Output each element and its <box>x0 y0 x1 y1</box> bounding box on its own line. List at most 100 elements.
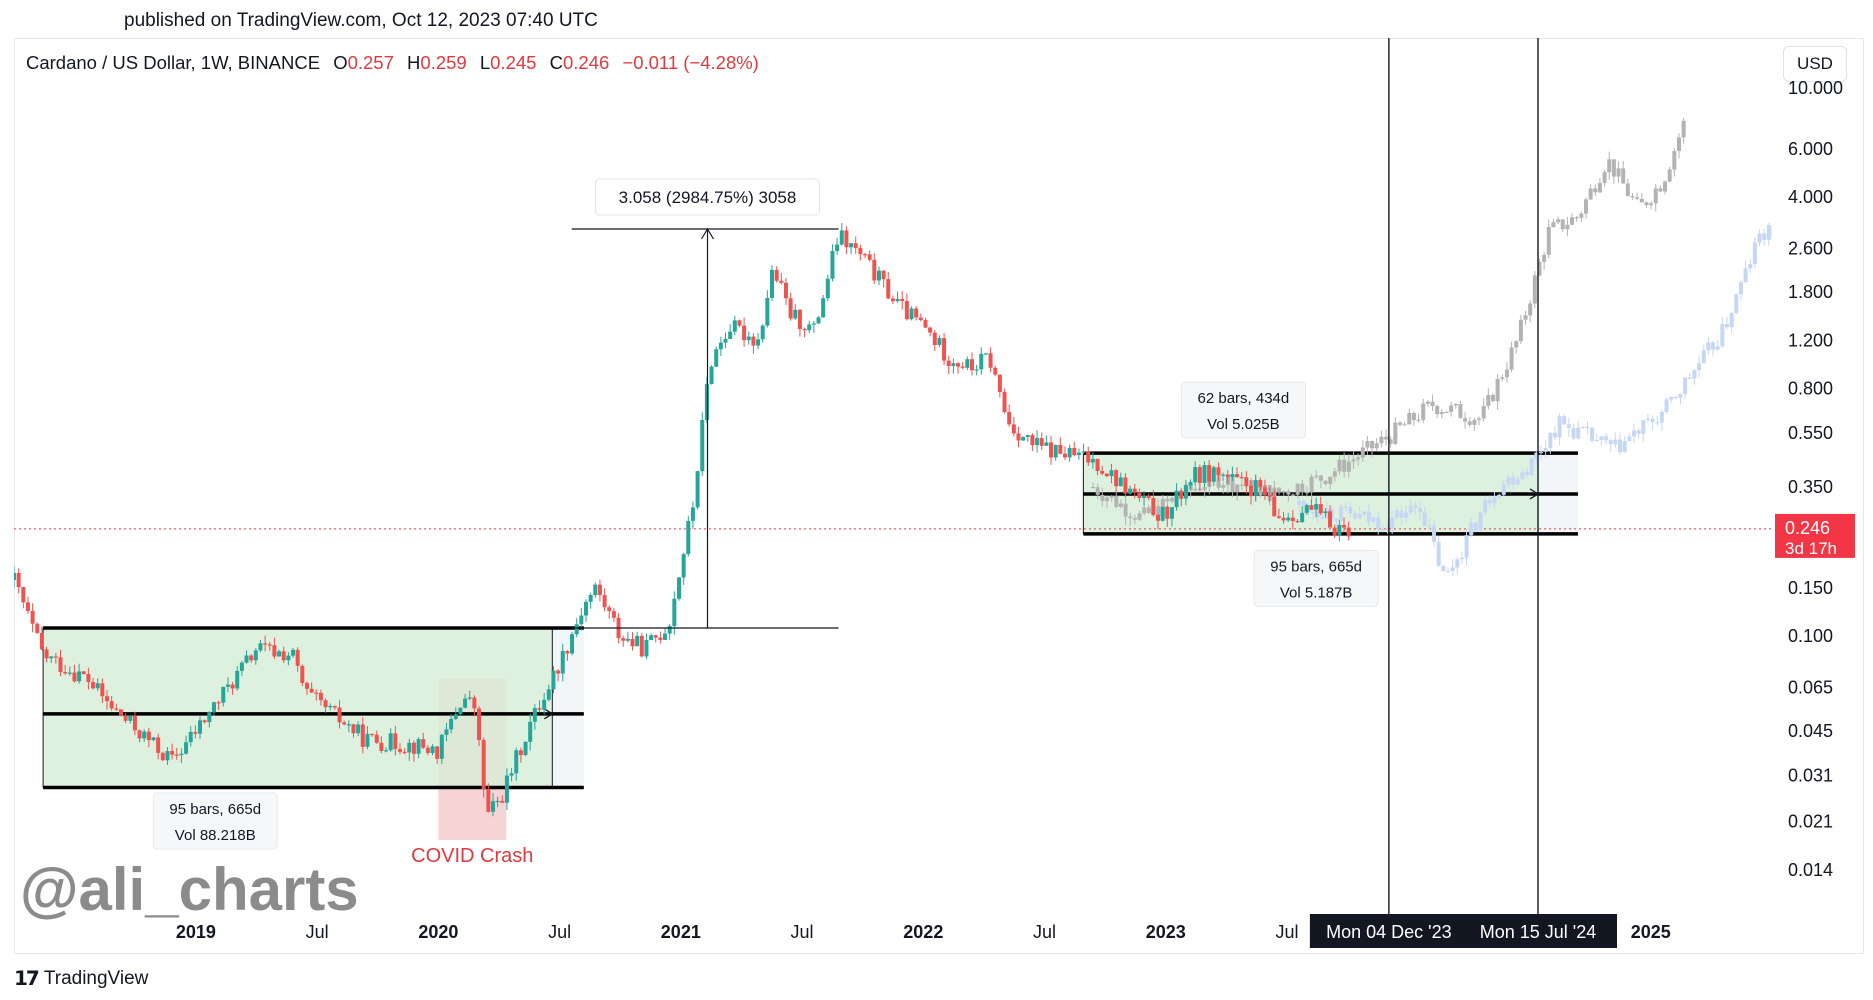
symbol-title[interactable]: Cardano / US Dollar, 1W, BINANCE <box>26 52 321 73</box>
candle-body <box>997 374 1002 392</box>
candle <box>379 736 384 754</box>
ghost-candle <box>1277 487 1282 495</box>
candle <box>323 698 328 713</box>
candle-body <box>830 250 835 279</box>
ghost-candle <box>1486 388 1491 410</box>
ghost-candle <box>1477 416 1482 426</box>
candle-body <box>779 280 784 283</box>
ghost-candle <box>1351 451 1356 470</box>
candle-body <box>904 301 909 320</box>
ghost-blue-candle <box>1818 229 1822 237</box>
candle <box>67 666 72 676</box>
ghost-blue-candle <box>1366 504 1371 527</box>
ghost-blue-candle <box>1441 564 1446 572</box>
ghost-candle-body <box>1444 411 1449 414</box>
ghost-blue-candle <box>1738 279 1743 301</box>
ghost-candle-body <box>1114 495 1119 507</box>
ghost-candle <box>1556 216 1561 225</box>
ghost-candle-body <box>1230 476 1235 492</box>
candle-body <box>458 707 463 715</box>
ghost-candle <box>1091 482 1096 489</box>
y-tick-label: 0.150 <box>1788 578 1833 598</box>
ghost-blue-candle <box>1422 506 1427 526</box>
ghost-candle <box>1146 504 1151 515</box>
ghost-candle-body <box>1681 120 1686 138</box>
candle <box>109 696 114 712</box>
ghost-blue-candle <box>1566 417 1571 437</box>
ghost-candle-body <box>1146 507 1151 513</box>
high-value: 0.259 <box>420 52 467 73</box>
candle-body <box>1062 453 1067 458</box>
ghost-blue-candle <box>1445 567 1450 573</box>
candle <box>751 333 756 354</box>
ghost-blue-candle-body <box>1627 436 1632 441</box>
ghost-blue-candle <box>1390 510 1395 534</box>
candle-body <box>72 672 77 682</box>
candle <box>91 677 96 690</box>
ghost-blue-candle <box>1701 344 1706 364</box>
ghost-candle <box>1356 453 1361 466</box>
ghost-candle-body <box>1123 503 1128 517</box>
ghost-blue-candle-body <box>1469 522 1474 536</box>
ghost-blue-candle-body <box>1455 559 1460 568</box>
ghost-blue-candle-body <box>1362 511 1367 515</box>
ghost-candle <box>1430 394 1435 411</box>
candle-body <box>1346 527 1351 537</box>
candle <box>1323 507 1328 518</box>
ghost-candle <box>1295 483 1300 499</box>
candle-body <box>1202 465 1207 483</box>
candle-body <box>356 724 361 734</box>
candle <box>1207 460 1212 487</box>
ghost-blue-candle <box>1650 415 1655 431</box>
candle-body <box>118 709 123 717</box>
candle <box>1118 472 1123 487</box>
ghost-blue-candle <box>1343 503 1348 512</box>
candle <box>1230 466 1235 481</box>
ghost-candle <box>1500 374 1505 382</box>
candle <box>602 588 607 612</box>
candle <box>1137 488 1142 502</box>
ghost-candle <box>1602 169 1607 187</box>
ghost-blue-candle <box>1618 432 1623 455</box>
ghost-candle-body <box>1546 226 1551 255</box>
tradingview-footer[interactable]: 𝟭𝟳 TradingView <box>14 966 148 991</box>
y-tick-label: 0.014 <box>1788 860 1833 880</box>
ghost-blue-candle-body <box>1348 506 1353 514</box>
candle <box>1058 437 1063 455</box>
candle <box>793 303 798 320</box>
ghost-candle <box>1509 341 1514 372</box>
ghost-blue-candle-body <box>1594 440 1599 442</box>
candle-body <box>1179 490 1184 499</box>
ghost-candle <box>1416 413 1421 423</box>
ghost-blue-candle <box>1771 225 1772 237</box>
ghost-candle <box>1286 488 1291 502</box>
candle <box>1095 458 1100 476</box>
current-price-value: 0.246 <box>1785 518 1830 538</box>
candle <box>900 291 905 310</box>
candle <box>988 347 993 373</box>
ghost-blue-candle-body <box>1804 221 1808 223</box>
candle-body <box>235 670 240 689</box>
ghost-blue-candle <box>1766 222 1771 247</box>
range-stats-label: 95 bars, 665d Vol 5.187B <box>1253 549 1379 607</box>
candle <box>770 265 775 301</box>
candle <box>1258 477 1263 491</box>
candle-body <box>407 742 412 753</box>
candle-body <box>709 366 714 385</box>
candle-body <box>202 720 207 723</box>
ghost-blue-candle <box>1529 458 1534 476</box>
ghost-blue-candle-body <box>1311 511 1316 514</box>
ghost-candle <box>1323 480 1328 486</box>
candle-body <box>667 626 672 634</box>
candle-body <box>807 324 812 331</box>
candle <box>570 631 575 656</box>
candle <box>546 684 551 702</box>
candle <box>1044 435 1049 446</box>
ghost-candle <box>1472 417 1477 432</box>
ghost-candle-body <box>1421 403 1426 420</box>
currency-button[interactable]: USD <box>1783 46 1847 82</box>
date-marker-badge-text: Mon 04 Dec '23 <box>1326 922 1452 942</box>
candle-body <box>1225 474 1230 477</box>
candle <box>207 710 212 728</box>
